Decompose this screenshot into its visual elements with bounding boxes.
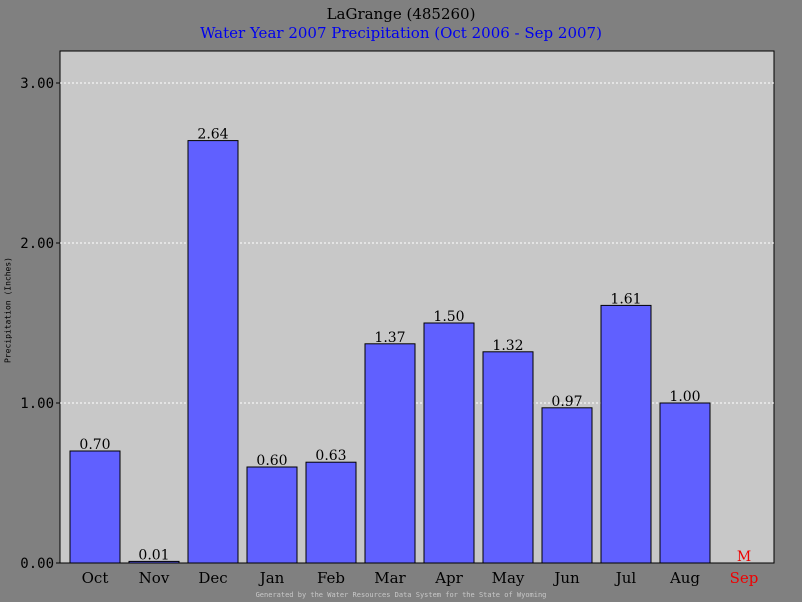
- chart-footer: Generated by the Water Resources Data Sy…: [255, 591, 547, 599]
- bar: [600, 304, 652, 564]
- x-tick-label: May: [492, 569, 525, 587]
- x-tick-label: Apr: [434, 569, 463, 587]
- x-tick-label: Nov: [139, 569, 170, 587]
- y-tick-label: 0.00: [20, 556, 54, 572]
- bar-value-label: 0.97: [551, 394, 582, 410]
- bar-value-label: 0.01: [138, 547, 169, 563]
- chart-subtitle: Water Year 2007 Precipitation (Oct 2006 …: [200, 24, 602, 42]
- bar: [246, 466, 298, 564]
- chart-title: LaGrange (485260): [326, 5, 476, 23]
- x-tick-label: Jul: [614, 569, 637, 587]
- x-tick-label: Mar: [374, 569, 406, 587]
- x-tick-label: Jan: [258, 569, 285, 587]
- x-tick-label: Jun: [552, 569, 580, 587]
- bar: [187, 140, 239, 564]
- plot-area: [59, 50, 775, 564]
- bar: [69, 450, 121, 564]
- bar-value-label: 0.70: [79, 437, 110, 453]
- bar-value-label: 0.60: [256, 453, 287, 469]
- bar-value-label: 2.64: [197, 127, 228, 143]
- bar: [659, 402, 711, 564]
- x-tick-label: Sep: [730, 569, 759, 587]
- x-tick-label: Feb: [317, 569, 345, 587]
- bar-value-label: M: [737, 549, 751, 565]
- bar: [541, 407, 593, 564]
- bar-value-label: 1.00: [669, 389, 700, 405]
- bar: [128, 560, 180, 564]
- bar-value-label: 1.50: [433, 309, 464, 325]
- bar: [305, 461, 357, 564]
- bar-value-label: 1.32: [492, 338, 523, 354]
- bar: [482, 351, 534, 564]
- bar-value-label: 0.63: [315, 448, 346, 464]
- y-tick-label: 1.00: [20, 396, 54, 412]
- y-tick-label: 3.00: [20, 76, 54, 92]
- x-tick-label: Aug: [669, 569, 700, 587]
- bar-value-label: 1.61: [610, 291, 641, 307]
- bar: [364, 343, 416, 564]
- x-tick-label: Oct: [82, 569, 109, 587]
- x-tick-label: Dec: [198, 569, 227, 587]
- y-tick-label: 2.00: [20, 236, 54, 252]
- bar: [423, 322, 475, 564]
- bar-value-label: 1.37: [374, 330, 405, 346]
